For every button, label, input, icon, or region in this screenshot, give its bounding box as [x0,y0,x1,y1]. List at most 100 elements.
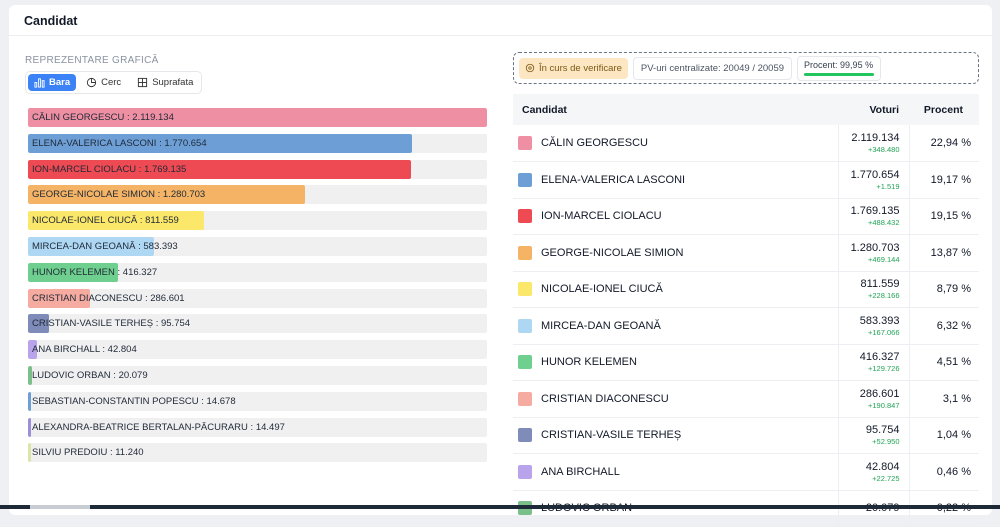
bar-fill [28,108,487,127]
bar-row[interactable]: CRISTIAN DIACONESCU : 286.601 [28,288,487,308]
bar-label: HUNOR KELEMEN : 416.327 [32,266,158,278]
bar-label: ANA BIRCHALL : 42.804 [32,344,137,356]
table-row[interactable]: NICOLAE-IONEL CIUCĂ 811.559 +228.166 8,79 % [513,271,979,308]
bar-fill [28,417,32,437]
pv-centralized: PV-uri centralizate: 20049 / 20059 [632,56,793,80]
candidate-cell: CRISTIAN-VASILE TERHEȘ [513,417,839,454]
table-row[interactable]: CRISTIAN-VASILE TERHEȘ 95.754 +52.950 1,04 … [513,417,979,454]
bar-fill [28,185,306,205]
percent-cell: 0,46 % [909,453,979,491]
votes-cell: 1.770.654 +1.519 [838,161,910,199]
table-row[interactable]: ION-MARCEL CIOLACU 1.769.135 +488.432 19,15… [513,198,979,235]
candidate-name: MIRCEA-DAN GEOANĂ [541,319,661,332]
tab-circle[interactable]: Cerc [80,74,127,91]
bar-row[interactable]: MIRCEA-DAN GEOANĂ : 583.393 [28,236,487,256]
percent-cell: 6,32 % [909,307,979,345]
bar-row[interactable]: HUNOR KELEMEN : 416.327 [28,262,487,282]
table-body: CĂLIN GEORGESCU 2.119.134 +348.480 22,94 % E… [513,125,979,527]
candidate-name: HUNOR KELEMEN [541,356,637,369]
pie-chart-icon [87,77,97,88]
candidate-cell: MIRCEA-DAN GEOANĂ [513,307,839,345]
header-candidate[interactable]: Candidat [513,94,838,125]
tab-area-label: Suprafata [152,77,194,88]
percent-cell: 8,79 % [909,271,979,308]
candidate-cell: CĂLIN GEORGESCU [513,125,839,162]
color-swatch [518,209,532,224]
votes-cell: 811.559 +228.166 [838,271,910,308]
bar-fill [28,365,33,385]
bar-fill [28,340,38,360]
votes-cell: 42.804 +22.725 [838,453,910,491]
votes-delta: +469.144 [868,254,900,264]
color-swatch [518,464,532,479]
tab-bar[interactable]: Bara [28,74,77,91]
candidate-name: ANA BIRCHALL [541,465,620,478]
percent-progress [804,72,875,76]
header-percent[interactable]: Procent [909,94,979,125]
candidate-name: CRISTIAN-VASILE TERHEȘ [541,429,682,442]
percent-label: Procent: 99,95 % [804,59,874,70]
bar-fill [28,211,204,231]
color-swatch [518,355,532,370]
bar-label: SILVIU PREDOIU : 11.240 [32,447,144,459]
chart-type-tabs: Bara Cerc Suprafata [25,71,203,94]
percent-cell: 22,94 % [909,125,979,162]
votes-cell: 95.754 +52.950 [838,417,910,454]
candidate-name: ELENA-VALERICA LASCONI [541,173,686,186]
bar-row[interactable]: SEBASTIAN-CONSTANTIN POPESCU : 14.678 [28,391,487,411]
table-row[interactable]: CRISTIAN DIACONESCU 286.601 +190.847 3,1 % [513,380,979,418]
verification-icon [525,63,535,73]
votes-value: 1.769.135 [850,205,900,218]
bar-row[interactable]: SILVIU PREDOIU : 11.240 [28,443,487,463]
bar-row[interactable]: GEORGE-NICOLAE SIMION : 1.280.703 [28,185,487,205]
percent-cell: 19,15 % [909,198,979,235]
tab-bar-label: Bara [49,77,71,88]
bar-fill [28,262,119,282]
votes-delta: +1.519 [876,181,900,191]
candidate-name: ION-MARCEL CIOLACU [541,210,662,223]
bar-row[interactable]: CĂLIN GEORGESCU : 2.119.134 [28,108,487,127]
table-row[interactable]: MIRCEA-DAN GEOANĂ 583.393 +167.066 6,32 % [513,307,979,345]
bar-row[interactable]: CRISTIAN-VASILE TERHEȘ : 95.754 [28,314,487,334]
table-row[interactable]: ELENA-VALERICA LASCONI 1.770.654 +1.519 19,… [513,161,979,199]
table-row[interactable]: CĂLIN GEORGESCU 2.119.134 +348.480 22,94 % [513,125,979,162]
percent-cell: 19,17 % [909,161,979,199]
taskbar-highlight [30,505,90,509]
color-swatch [518,428,532,443]
bar-row[interactable]: ELENA-VALERICA LASCONI : 1.770.654 [28,133,487,153]
tab-area[interactable]: Suprafata [131,74,199,91]
graph-section: REPREZENTARE GRAFICĂ Bara Cerc Suprafata… [25,53,491,463]
votes-delta: +190.847 [868,400,900,410]
votes-value: 583.393 [859,314,900,327]
color-swatch [518,391,532,406]
candidate-name: CRISTIAN DIACONESCU [541,392,669,405]
bar-row[interactable]: LUDOVIC ORBAN : 20.079 [28,365,487,385]
votes-value: 1.770.654 [850,168,900,181]
header-votes[interactable]: Voturi [838,94,909,125]
table-row[interactable]: HUNOR KELEMEN 416.327 +129.726 4,51 % [513,344,979,381]
bar-label: LUDOVIC ORBAN : 20.079 [32,369,148,381]
table-row[interactable]: GEORGE-NICOLAE SIMION 1.280.703 +469.144 13… [513,234,979,272]
percent-cell: 13,87 % [909,234,979,272]
votes-delta: +348.480 [868,145,900,154]
bar-label: GEORGE-NICOLAE SIMION : 1.280.703 [32,189,206,201]
bar-row[interactable]: NICOLAE-IONEL CIUCĂ : 811.559 [28,211,487,231]
bar-fill [28,133,412,153]
bar-label: ELENA-VALERICA LASCONI : 1.770.654 [32,137,207,149]
candidate-cell: HUNOR KELEMEN [513,344,839,381]
bar-row[interactable]: ION-MARCEL CIOLACU : 1.769.135 [28,159,487,179]
candidate-cell: CRISTIAN DIACONESCU [513,380,839,418]
candidate-cell: ION-MARCEL CIOLACU [513,198,839,235]
color-swatch [518,282,532,297]
bar-chart-icon [34,78,45,88]
verification-label: În curs de verificare [539,62,622,74]
bar-row[interactable]: ALEXANDRA-BEATRICE BERTALAN-PĂCURARU : 1… [28,417,487,437]
bar-label: NICOLAE-IONEL CIUCĂ : 811.559 [32,215,179,227]
table-row[interactable]: ANA BIRCHALL 42.804 +22.725 0,46 % [513,453,979,491]
votes-cell: 583.393 +167.066 [838,307,910,345]
bar-label: CĂLIN GEORGESCU : 2.119.134 [32,112,174,123]
tab-circle-label: Cerc [101,77,122,88]
bar-row[interactable]: ANA BIRCHALL : 42.804 [28,340,487,360]
percent-cell: 3,1 % [909,380,979,418]
votes-cell: 2.119.134 +348.480 [838,125,910,162]
